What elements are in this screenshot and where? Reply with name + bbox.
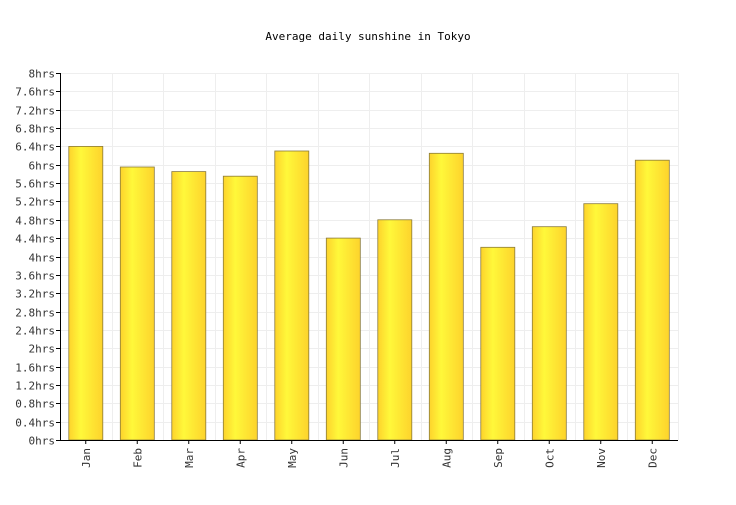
y-tick-label: 2.4hrs: [15, 325, 55, 338]
y-tick-label: 3.2hrs: [15, 288, 55, 301]
y-tick-label: 4.4hrs: [15, 233, 55, 246]
y-tick-label: 7.6hrs: [15, 86, 55, 99]
y-tick-label: 1.2hrs: [15, 380, 55, 393]
bar-may: [274, 150, 310, 441]
x-tick-label: Nov: [595, 448, 608, 468]
y-tick-label: 5.2hrs: [15, 196, 55, 209]
y-tick-label: 1.6hrs: [15, 362, 55, 375]
x-tick-label: Feb: [131, 448, 144, 468]
bar-jul: [377, 219, 413, 441]
x-tick-label: Jun: [337, 448, 350, 468]
y-tick-label: 2.8hrs: [15, 307, 55, 320]
y-tick-label: 4.8hrs: [15, 215, 55, 228]
y-tick-label: 6hrs: [29, 160, 56, 173]
x-tick-label: Dec: [646, 448, 659, 468]
bar-aug: [428, 152, 464, 441]
bar-dec: [634, 159, 670, 441]
bar-apr: [222, 175, 258, 441]
x-tick-label: Mar: [183, 448, 196, 468]
y-tick-label: 2hrs: [29, 343, 56, 356]
chart-title: Average daily sunshine in Tokyo: [265, 30, 471, 43]
bar-nov: [583, 203, 619, 441]
y-tick-label: 0.8hrs: [15, 398, 55, 411]
y-tick-label: 0hrs: [29, 435, 56, 448]
x-tick-label: Sep: [492, 448, 505, 468]
y-tick-label: 0.4hrs: [15, 417, 55, 430]
bar-mar: [171, 171, 207, 441]
y-tick-label: 3.6hrs: [15, 270, 55, 283]
x-tick-label: May: [286, 448, 299, 468]
bar-feb: [119, 166, 155, 441]
x-tick-label: Apr: [234, 448, 247, 468]
y-tick-label: 6.8hrs: [15, 123, 55, 136]
bar-jun: [325, 237, 361, 441]
x-tick-label: Jul: [389, 448, 402, 468]
y-tick-label: 4hrs: [29, 252, 56, 265]
y-tick-label: 5.6hrs: [15, 178, 55, 191]
x-tick-label: Oct: [543, 448, 556, 468]
y-tick-label: 7.2hrs: [15, 105, 55, 118]
x-tick-label: Aug: [440, 448, 453, 468]
bar-jan: [68, 145, 104, 441]
y-tick-label: 6.4hrs: [15, 141, 55, 154]
x-tick-label: Jan: [80, 448, 93, 468]
bar-sep: [480, 246, 516, 441]
y-tick-label: 8hrs: [29, 68, 56, 81]
bar-oct: [531, 226, 567, 441]
